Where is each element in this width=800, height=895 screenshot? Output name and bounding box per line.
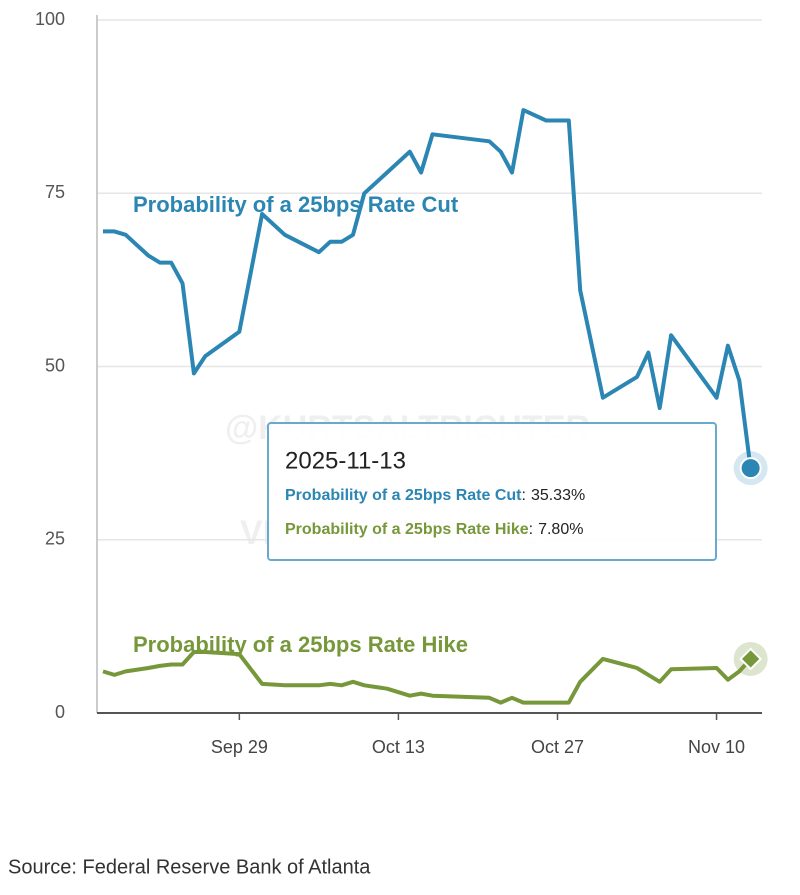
y-tick-label: 100	[35, 9, 65, 29]
series-label: Probability of a 25bps Rate Cut	[133, 192, 459, 217]
y-tick-label: 0	[55, 702, 65, 722]
x-tick-label: Sep 29	[211, 737, 268, 757]
x-tick-label: Nov 10	[688, 737, 745, 757]
series-line	[103, 108, 753, 469]
y-tick-label: 25	[45, 529, 65, 549]
tooltip-date: 2025-11-13	[285, 447, 406, 474]
series-line	[102, 650, 753, 705]
tooltip-series: Probability of a 25bps Rate Hike	[285, 521, 529, 538]
y-tick-label: 75	[45, 182, 65, 202]
x-tick-label: Oct 27	[531, 737, 584, 757]
tooltip-value: 7.80%	[538, 521, 583, 538]
y-tick-label: 50	[45, 355, 65, 375]
tooltip-separator: :	[521, 487, 525, 504]
x-tick-label: Oct 13	[372, 737, 425, 757]
end-marker	[739, 457, 762, 480]
tooltip-box	[267, 422, 717, 561]
end-marker	[739, 647, 763, 671]
tooltip-separator: :	[529, 521, 533, 538]
source: Source: Federal Reserve Bank of Atlanta	[8, 856, 371, 878]
series-label: Probability of a 25bps Rate Hike	[133, 632, 468, 657]
tooltip-value: 35.33%	[531, 487, 585, 504]
tooltip-row: Probability of a 25bps Rate Hike: 7.80%	[285, 521, 583, 538]
tooltip-row: Probability of a 25bps Rate Cut: 35.33%	[285, 487, 585, 504]
tooltip-series: Probability of a 25bps Rate Cut	[285, 487, 522, 504]
